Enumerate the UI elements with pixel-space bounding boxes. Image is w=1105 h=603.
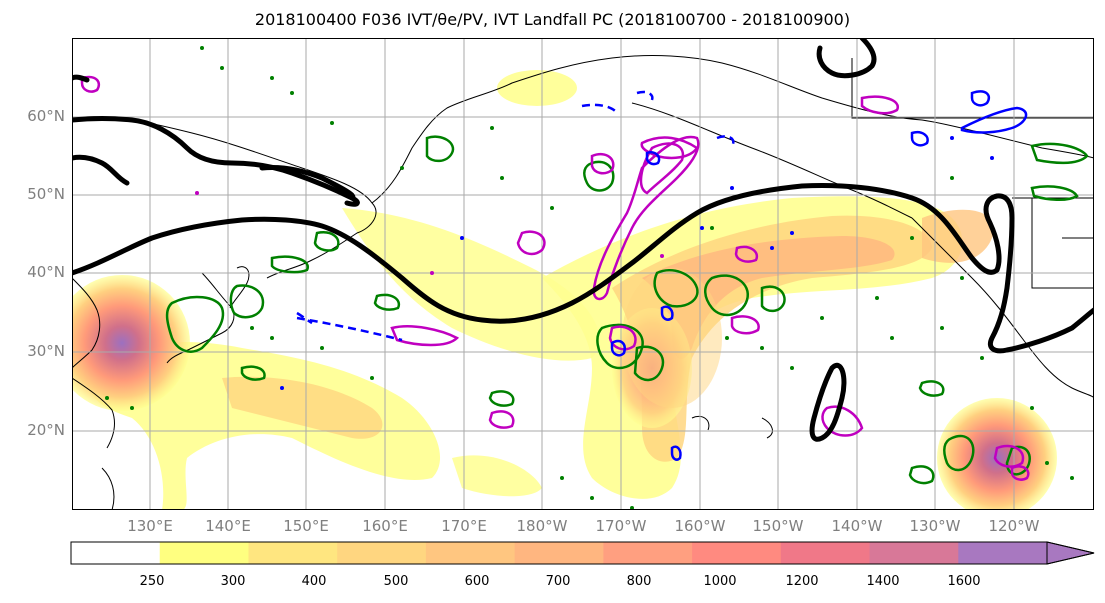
lon-label-180w: 180°W [516,517,568,535]
colorbar-tick-1600: 1600 [947,574,981,589]
contour-speck [910,236,914,240]
colorbar-segment [248,542,338,564]
contour-speck [950,176,954,180]
colorbar-tick-800: 800 [626,574,652,589]
lon-label-120w: 120°W [988,517,1040,535]
lon-label-130w: 130°W [909,517,961,535]
colorbar-tick-600: 600 [464,574,490,589]
contour-speck [460,236,464,240]
lon-label-170w: 170°W [595,517,647,535]
colorbar-segment [159,542,249,564]
contour-speck [590,496,594,500]
contour-speck [950,136,954,140]
lon-label-130e: 130°E [127,517,173,535]
contour-speck [1045,461,1049,465]
colorbar-tick-500: 500 [383,574,409,589]
contour-speck [820,316,824,320]
magenta-contours [80,75,1030,481]
lon-label-160e: 160°E [362,517,408,535]
map-panel [72,38,1094,510]
blue-dashed-contours [296,90,735,342]
colorbar-segment [425,542,516,564]
contour-speck [990,156,994,160]
colorbar-segment [869,542,959,564]
contour-speck [130,406,134,410]
contour-speck [400,166,404,170]
contour-speck [200,46,204,50]
colorbar-segment [958,542,1048,564]
colorbar-outline [70,541,1095,565]
contour-speck [250,326,254,330]
green-contours [165,135,1089,485]
black-contours [72,38,1094,442]
map-canvas [72,38,1094,510]
colorbar-tick-250: 250 [139,574,165,589]
ivt-shading [72,70,1057,510]
lon-label-160w: 160°W [674,517,726,535]
colorbar-segment [337,542,427,564]
contour-speck [940,326,944,330]
contour-speck [500,176,504,180]
contour-speck [960,276,964,280]
map-title: 2018100400 F036 IVT/θe/PV, IVT Landfall … [254,10,851,29]
contour-speck [320,346,324,350]
colorbar-segments [71,542,1048,564]
contour-speck [660,254,664,258]
colorbar-segment [603,542,693,564]
lon-label-140w: 140°W [831,517,883,535]
colorbar [70,541,1095,565]
colorbar-tick-1200: 1200 [785,574,819,589]
colorbar-segment [71,542,161,564]
blue-specks [280,136,994,390]
contour-speck [770,246,774,250]
lon-label-140e: 140°E [205,517,251,535]
contour-speck [220,66,224,70]
contour-speck [430,271,434,275]
magenta-specks [195,191,664,275]
contour-speck [1070,476,1074,480]
colorbar-tick-1000: 1000 [703,574,737,589]
gridlines [72,38,1094,510]
colorbar-segment [514,542,604,564]
lon-label-150e: 150°E [283,517,329,535]
contour-speck [710,226,714,230]
lat-label-50n: 50°N [27,185,65,203]
contour-speck [105,396,109,400]
contour-speck [730,186,734,190]
lat-label-60n: 60°N [27,107,65,125]
colorbar-tick-700: 700 [545,574,571,589]
contour-speck [1030,406,1034,410]
contour-speck [790,231,794,235]
colorbar-tick-300: 300 [220,574,246,589]
contour-speck [700,226,704,230]
colorbar-extend-arrow [1046,541,1095,565]
contour-speck [270,336,274,340]
colorbar-tick-1400: 1400 [866,574,900,589]
contour-speck [490,126,494,130]
contour-speck [270,76,274,80]
colorbar-segment [780,542,871,564]
contour-speck [370,376,374,380]
lat-label-20n: 20°N [27,421,65,439]
contour-speck [330,121,334,125]
lon-label-150w: 150°W [752,517,804,535]
contour-speck [560,476,564,480]
green-specks [105,46,1074,510]
lat-label-40n: 40°N [27,263,65,281]
contour-speck [550,206,554,210]
contour-speck [725,336,729,340]
colorbar-segment [692,542,782,564]
lon-label-170e: 170°E [441,517,487,535]
lat-label-30n: 30°N [27,342,65,360]
contour-speck [890,336,894,340]
contour-speck [790,366,794,370]
contour-speck [760,346,764,350]
blue-contours [610,90,1028,461]
contour-speck [875,296,879,300]
contour-speck [290,91,294,95]
contour-speck [280,386,284,390]
contour-speck [980,356,984,360]
contour-speck [195,191,199,195]
colorbar-tick-400: 400 [301,574,327,589]
